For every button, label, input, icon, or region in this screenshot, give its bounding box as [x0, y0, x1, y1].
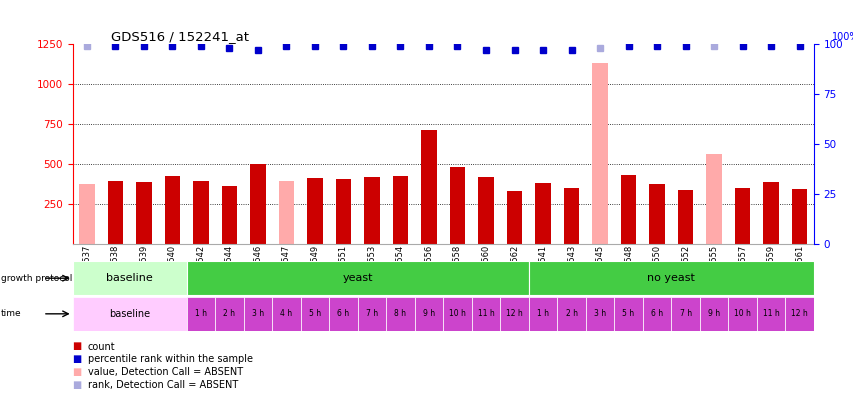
Bar: [620, 175, 635, 244]
Bar: [415, 297, 443, 331]
Text: 2 h: 2 h: [565, 309, 577, 318]
Text: 6 h: 6 h: [337, 309, 349, 318]
Bar: [506, 191, 522, 244]
Text: 11 h: 11 h: [762, 309, 779, 318]
Bar: [535, 183, 550, 244]
Text: rank, Detection Call = ABSENT: rank, Detection Call = ABSENT: [88, 379, 238, 390]
Text: 12 h: 12 h: [506, 309, 522, 318]
Bar: [357, 297, 386, 331]
Text: count: count: [88, 341, 115, 352]
Text: 7 h: 7 h: [365, 309, 378, 318]
Bar: [500, 297, 528, 331]
Bar: [73, 297, 187, 331]
Bar: [193, 181, 208, 244]
Bar: [73, 261, 187, 295]
Bar: [421, 130, 436, 244]
Bar: [734, 188, 750, 244]
Bar: [557, 297, 585, 331]
Bar: [272, 297, 300, 331]
Bar: [107, 181, 123, 244]
Bar: [785, 297, 813, 331]
Bar: [300, 297, 328, 331]
Bar: [791, 189, 806, 244]
Text: baseline: baseline: [106, 273, 153, 283]
Bar: [763, 182, 778, 244]
Bar: [243, 297, 272, 331]
Bar: [221, 186, 237, 244]
Bar: [677, 190, 693, 244]
Text: growth protocol: growth protocol: [1, 274, 73, 283]
Text: 12 h: 12 h: [791, 309, 807, 318]
Bar: [563, 188, 578, 244]
Text: value, Detection Call = ABSENT: value, Detection Call = ABSENT: [88, 367, 243, 377]
Bar: [478, 177, 493, 244]
Bar: [728, 297, 756, 331]
Text: ■: ■: [73, 341, 82, 352]
Bar: [642, 297, 670, 331]
Bar: [528, 261, 813, 295]
Bar: [136, 182, 152, 244]
Bar: [363, 177, 380, 244]
Bar: [613, 297, 642, 331]
Text: percentile rank within the sample: percentile rank within the sample: [88, 354, 252, 364]
Text: ■: ■: [73, 367, 82, 377]
Text: time: time: [1, 309, 21, 318]
Text: no yeast: no yeast: [647, 273, 694, 283]
Text: 5 h: 5 h: [309, 309, 321, 318]
Text: 11 h: 11 h: [477, 309, 494, 318]
Text: 8 h: 8 h: [394, 309, 406, 318]
Text: ■: ■: [73, 354, 82, 364]
Text: GDS516 / 152241_at: GDS516 / 152241_at: [111, 30, 249, 43]
Bar: [705, 154, 721, 244]
Bar: [471, 297, 500, 331]
Text: 3 h: 3 h: [252, 309, 264, 318]
Bar: [187, 261, 528, 295]
Text: 1 h: 1 h: [537, 309, 548, 318]
Bar: [278, 181, 294, 244]
Bar: [307, 178, 322, 244]
Bar: [187, 297, 215, 331]
Text: baseline: baseline: [109, 309, 150, 319]
Text: yeast: yeast: [342, 273, 373, 283]
Text: 7 h: 7 h: [679, 309, 691, 318]
Text: 2 h: 2 h: [223, 309, 235, 318]
Bar: [756, 297, 785, 331]
Text: 4 h: 4 h: [280, 309, 292, 318]
Bar: [670, 297, 699, 331]
Bar: [585, 297, 613, 331]
Text: 5 h: 5 h: [622, 309, 634, 318]
Bar: [250, 164, 265, 244]
Bar: [165, 175, 180, 244]
Text: 10 h: 10 h: [734, 309, 750, 318]
Bar: [215, 297, 243, 331]
Bar: [450, 167, 465, 244]
Bar: [699, 297, 728, 331]
Bar: [335, 179, 351, 244]
Bar: [328, 297, 357, 331]
Text: 10 h: 10 h: [449, 309, 466, 318]
Bar: [79, 185, 95, 244]
Text: 100%: 100%: [832, 32, 853, 42]
Text: ■: ■: [73, 379, 82, 390]
Bar: [528, 297, 557, 331]
Text: 9 h: 9 h: [422, 309, 434, 318]
Bar: [386, 297, 415, 331]
Text: 6 h: 6 h: [650, 309, 662, 318]
Text: 9 h: 9 h: [707, 309, 719, 318]
Text: 3 h: 3 h: [594, 309, 606, 318]
Text: 1 h: 1 h: [194, 309, 206, 318]
Bar: [443, 297, 471, 331]
Bar: [591, 63, 607, 244]
Bar: [392, 176, 408, 244]
Bar: [648, 185, 664, 244]
